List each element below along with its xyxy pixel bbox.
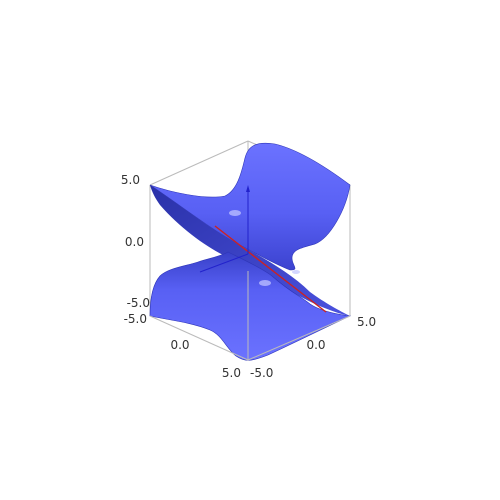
surface-lower-sheet (149, 251, 352, 361)
z-tick-min: -5.0 (127, 296, 150, 310)
z-tick-mid: 0.0 (125, 235, 144, 249)
x-tick-min: -5.0 (124, 312, 147, 326)
x-axis-line (214, 225, 327, 313)
surface-upper-sheet (149, 142, 351, 271)
frame-edge (149, 140, 249, 186)
surface-saddle-band (150, 185, 350, 316)
surface-glint (292, 270, 300, 274)
x-tick-max: 5.0 (222, 366, 241, 380)
saddle-surface[interactable] (149, 142, 352, 361)
y-tick-max: 5.0 (357, 315, 376, 329)
z-axis-arrow-icon (246, 185, 250, 192)
surface-glint (229, 210, 241, 216)
tick-labels: 5.0 0.0 -5.0 -5.0 0.0 5.0 -5.0 0.0 5.0 (121, 173, 376, 380)
surface-glint (259, 280, 271, 286)
x-tick-mid: 0.0 (170, 338, 189, 352)
z-tick-max: 5.0 (121, 173, 140, 187)
y-tick-min: -5.0 (250, 366, 273, 380)
bounding-box-front (149, 271, 351, 361)
frame-edge (149, 315, 249, 361)
y-tick-mid: 0.0 (306, 338, 325, 352)
frame-edge (247, 315, 351, 361)
y-axis-line (199, 253, 249, 273)
axes-lines (199, 185, 327, 313)
